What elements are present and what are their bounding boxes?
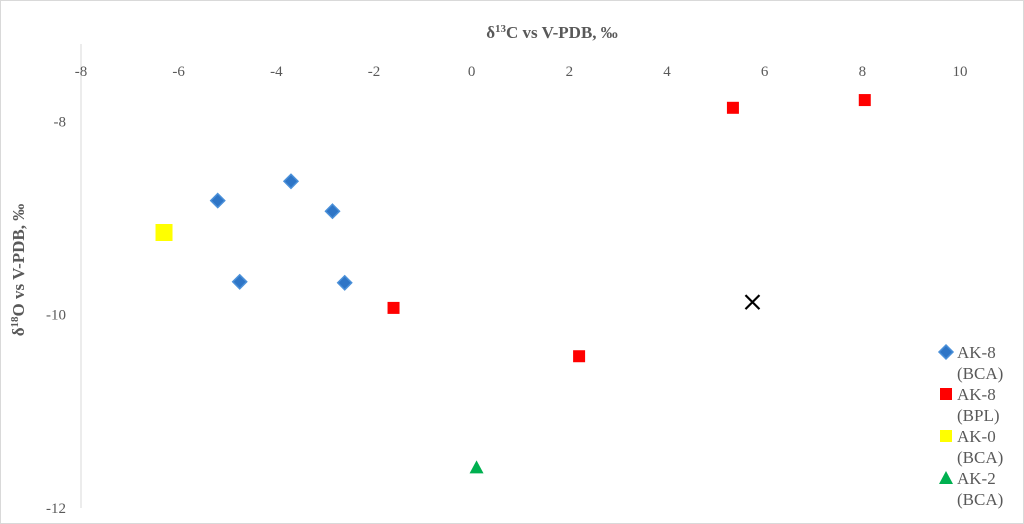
legend-label: (BCA) <box>957 448 1003 467</box>
x-tick-label: 2 <box>566 64 574 80</box>
y-axis-title: δ18O vs V-PDB, ‰ <box>9 204 28 337</box>
legend-marker <box>940 388 952 400</box>
x-tick-label: -6 <box>172 64 185 80</box>
data-point-square <box>726 101 739 114</box>
legend-label: AK-8 <box>957 343 996 362</box>
legend-marker <box>937 343 955 361</box>
legend-marker <box>939 471 953 484</box>
legend-label: AK-0 <box>957 427 996 446</box>
legend-label: (BPL) <box>957 406 1000 425</box>
legend-label: (BCA) <box>957 490 1003 509</box>
legend-marker <box>940 430 952 442</box>
legend: AK-8 (BCA) AK-8 (BPL) AK-0 (BCA) AK-2 (BCA) <box>937 343 1003 509</box>
legend-label: AK-8 <box>957 385 996 404</box>
x-tick-labels: -8 -6 -4 -2 0 2 4 6 8 10 <box>75 64 968 80</box>
data-point-diamond <box>336 274 353 291</box>
y-tick-label: -12 <box>46 501 66 517</box>
x-tick-label: -8 <box>75 64 88 80</box>
y-tick-label: -8 <box>54 114 67 130</box>
legend-label: AK-2 <box>957 469 996 488</box>
x-tick-label: 10 <box>953 64 968 80</box>
x-tick-label: -2 <box>368 64 381 80</box>
data-point-diamond <box>231 273 248 290</box>
data-point-x <box>744 294 761 310</box>
data-point-triangle <box>469 460 484 474</box>
x-axis-title: δ13C vs V-PDB, ‰ <box>486 23 618 42</box>
x-tick-label: -4 <box>270 64 283 80</box>
data-point-square <box>387 301 400 314</box>
x-tick-label: 6 <box>761 64 769 80</box>
y-tick-labels: -8 -10 -12 <box>46 114 66 517</box>
data-point-diamond <box>282 173 300 190</box>
y-tick-label: -10 <box>46 308 66 324</box>
data-point-diamond <box>209 192 226 209</box>
data-point-square <box>858 94 871 107</box>
x-tick-label: 4 <box>663 64 671 80</box>
x-tick-label: 8 <box>859 64 867 80</box>
data-point-diamond <box>324 203 341 220</box>
data-point-square-large <box>155 224 173 241</box>
data-points <box>155 94 871 474</box>
data-point-square <box>573 350 586 363</box>
x-tick-label: 0 <box>468 64 476 80</box>
legend-label: (BCA) <box>957 364 1003 383</box>
